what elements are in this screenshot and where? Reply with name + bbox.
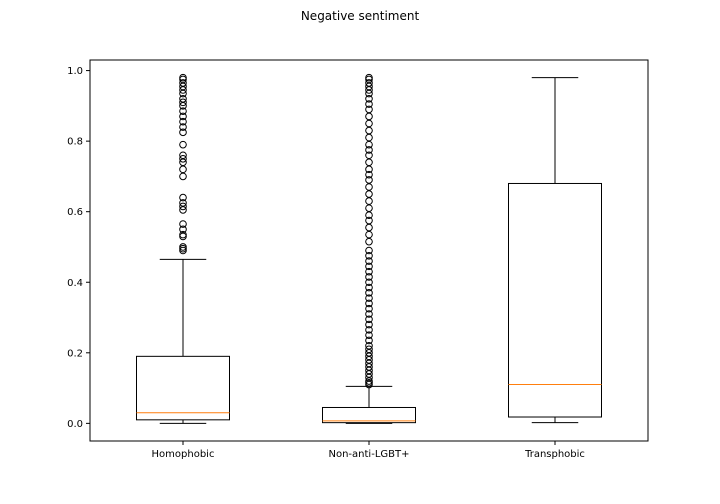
- outlier-point: [365, 151, 373, 160]
- outlier-point: [365, 273, 373, 281]
- outlier-point: [365, 170, 373, 179]
- x-tick-label: Transphobic: [524, 449, 585, 460]
- outlier-point: [365, 336, 373, 345]
- chart-title: Negative sentiment: [301, 9, 420, 23]
- y-tick-label: 0.6: [67, 207, 83, 218]
- outlier-point: [179, 128, 187, 137]
- outlier-point: [179, 73, 187, 82]
- outlier-point: [179, 98, 187, 107]
- outlier-point: [179, 117, 187, 126]
- x-tick-label: Homophobic: [152, 449, 215, 460]
- outlier-point: [179, 220, 187, 228]
- outlier-point: [365, 73, 373, 82]
- outlier-point: [179, 154, 187, 163]
- outlier-point: [365, 262, 373, 271]
- outlier-point: [179, 199, 187, 207]
- y-tick-label: 0.0: [67, 419, 83, 430]
- outlier-point: [179, 193, 187, 202]
- outlier-point: [179, 202, 187, 211]
- outlier-point: [365, 278, 373, 287]
- outlier-point: [365, 320, 373, 329]
- axes-frame: [89, 59, 649, 442]
- y-tick-label: 0.2: [67, 348, 83, 359]
- outlier-point: [179, 112, 187, 121]
- iqr-box: [136, 355, 230, 421]
- outlier-point: [179, 123, 187, 131]
- outlier-point: [365, 345, 373, 354]
- outlier-point: [179, 151, 187, 160]
- x-tick-label: Non-anti-LGBT+: [329, 449, 410, 460]
- outlier-point: [179, 225, 187, 234]
- outlier-point: [365, 105, 373, 114]
- outlier-point: [365, 257, 373, 265]
- outlier-point: [365, 315, 373, 324]
- outlier-point: [365, 304, 373, 313]
- outlier-point: [179, 79, 187, 87]
- iqr-box: [508, 182, 602, 418]
- outlier-point: [365, 216, 373, 225]
- outlier-point: [365, 289, 373, 297]
- outlier-point: [365, 251, 373, 260]
- outlier-point: [365, 79, 373, 87]
- outlier-point: [365, 299, 373, 308]
- y-tick-label: 1.0: [67, 66, 83, 77]
- outlier-point: [365, 176, 373, 184]
- outlier-point: [365, 95, 373, 103]
- outlier-point: [365, 246, 373, 255]
- outlier-point: [179, 140, 187, 149]
- outlier-point: [179, 95, 187, 103]
- outlier-point: [365, 310, 373, 318]
- outlier-point: [365, 341, 373, 350]
- iqr-box: [322, 406, 416, 424]
- outlier-point: [365, 267, 373, 276]
- outlier-point: [365, 146, 373, 154]
- outlier-point: [365, 283, 373, 292]
- outlier-point: [365, 100, 373, 108]
- y-tick-label: 0.8: [67, 137, 83, 148]
- outlier-point: [179, 230, 187, 239]
- outlier-point: [179, 107, 187, 115]
- plot-area: 0.0 0.2 0.4 0.6 0.8 1.0 Homophobic Non-anti-LGB…: [67, 66, 602, 460]
- outlier-point: [365, 331, 373, 339]
- outlier-point: [179, 243, 187, 251]
- outlier-point: [365, 294, 373, 302]
- outlier-point: [365, 326, 373, 334]
- y-tick-label: 0.4: [67, 278, 83, 289]
